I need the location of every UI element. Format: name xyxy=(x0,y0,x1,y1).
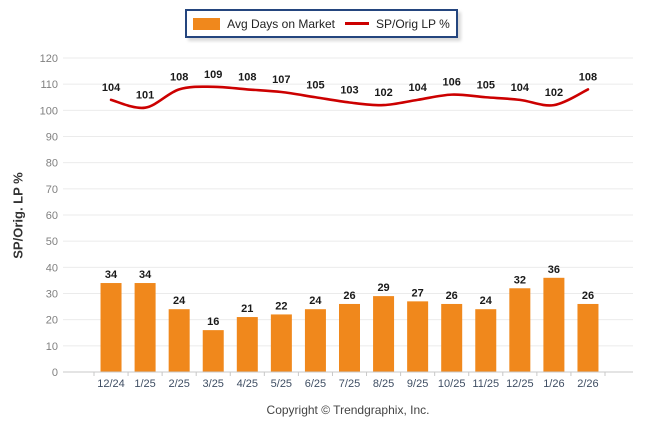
y-tick-label: 10 xyxy=(46,341,58,353)
bar-value-label: 24 xyxy=(480,295,493,307)
bar xyxy=(543,277,565,372)
bar xyxy=(100,283,122,372)
line-value-label: 101 xyxy=(136,90,154,102)
y-tick-label: 70 xyxy=(46,184,58,196)
y-tick-label: 120 xyxy=(40,53,58,65)
x-tick-label: 8/25 xyxy=(373,378,394,390)
y-tick-label: 40 xyxy=(46,262,58,274)
bar-value-label: 21 xyxy=(241,303,253,315)
line-value-label: 104 xyxy=(102,82,121,94)
bar xyxy=(134,283,156,372)
x-tick-label: 1/26 xyxy=(543,378,564,390)
line-value-label: 104 xyxy=(511,82,530,94)
x-tick-label: 4/25 xyxy=(237,378,258,390)
bar xyxy=(168,309,190,372)
bar xyxy=(236,317,258,372)
bar xyxy=(373,296,395,372)
line-value-label: 102 xyxy=(545,87,563,99)
bar-value-label: 29 xyxy=(377,282,389,294)
line-value-label: 104 xyxy=(408,82,427,94)
y-tick-label: 60 xyxy=(46,210,58,222)
x-tick-label: 10/25 xyxy=(438,378,466,390)
bar-value-label: 26 xyxy=(446,290,458,302)
bar xyxy=(270,314,292,372)
line-value-label: 108 xyxy=(170,71,188,83)
x-tick-label: 12/24 xyxy=(97,378,125,390)
bar-value-label: 22 xyxy=(275,300,287,312)
line-value-label: 108 xyxy=(238,71,256,83)
legend-item-bar: Avg Days on Market xyxy=(193,17,335,31)
legend-item-line: SP/Orig LP % xyxy=(345,17,450,31)
y-tick-label: 100 xyxy=(40,105,58,117)
line-swatch-icon xyxy=(345,22,369,25)
bar-value-label: 34 xyxy=(139,269,152,281)
bar xyxy=(509,288,531,372)
x-tick-label: 2/25 xyxy=(168,378,189,390)
bar xyxy=(441,303,463,372)
bar xyxy=(202,330,224,372)
bar xyxy=(339,303,360,372)
bar-value-label: 16 xyxy=(207,316,219,328)
x-tick-label: 12/25 xyxy=(506,378,534,390)
line-value-label: 107 xyxy=(272,74,290,86)
x-tick-label: 2/26 xyxy=(577,378,598,390)
bar-value-label: 24 xyxy=(309,295,322,307)
bar-value-label: 32 xyxy=(514,274,526,286)
x-tick-label: 11/25 xyxy=(472,378,499,390)
line-value-label: 103 xyxy=(340,84,358,96)
x-tick-label: 7/25 xyxy=(339,378,360,390)
x-tick-label: 1/25 xyxy=(134,378,155,390)
trend-line xyxy=(109,85,590,110)
legend: Avg Days on Market SP/Orig LP % xyxy=(185,9,458,38)
y-tick-label: 20 xyxy=(46,315,58,327)
copyright-text: Copyright © Trendgraphix, Inc. xyxy=(266,403,430,417)
line-value-label: 108 xyxy=(579,71,597,83)
bar-value-label: 26 xyxy=(343,290,355,302)
bar-value-label: 27 xyxy=(412,287,424,299)
x-tick-label: 6/25 xyxy=(305,378,326,390)
bar-swatch-icon xyxy=(193,17,221,30)
x-tick-label: 3/25 xyxy=(203,378,224,390)
bar xyxy=(577,303,599,372)
y-tick-label: 0 xyxy=(52,367,58,379)
bar-value-label: 34 xyxy=(105,269,118,281)
y-tick-label: 50 xyxy=(46,236,58,248)
line-value-label: 109 xyxy=(204,69,222,81)
x-tick-label: 9/25 xyxy=(407,378,428,390)
bar xyxy=(407,301,429,372)
line-value-label: 102 xyxy=(374,87,392,99)
bar-value-label: 36 xyxy=(548,264,560,276)
y-tick-label: 90 xyxy=(46,132,58,144)
legend-line-label: SP/Orig LP % xyxy=(376,16,450,31)
y-tick-label: 30 xyxy=(46,289,58,301)
line-value-label: 105 xyxy=(306,79,324,91)
x-tick-label: 5/25 xyxy=(271,378,292,390)
y-tick-label: 80 xyxy=(46,158,58,170)
bar xyxy=(475,309,497,372)
bar xyxy=(304,309,326,372)
line-value-label: 105 xyxy=(477,79,495,91)
legend-bar-label: Avg Days on Market xyxy=(227,16,335,31)
y-tick-label: 110 xyxy=(40,79,58,91)
bar-value-label: 26 xyxy=(582,290,594,302)
line-value-label: 106 xyxy=(443,77,461,89)
bar-value-label: 24 xyxy=(173,295,186,307)
